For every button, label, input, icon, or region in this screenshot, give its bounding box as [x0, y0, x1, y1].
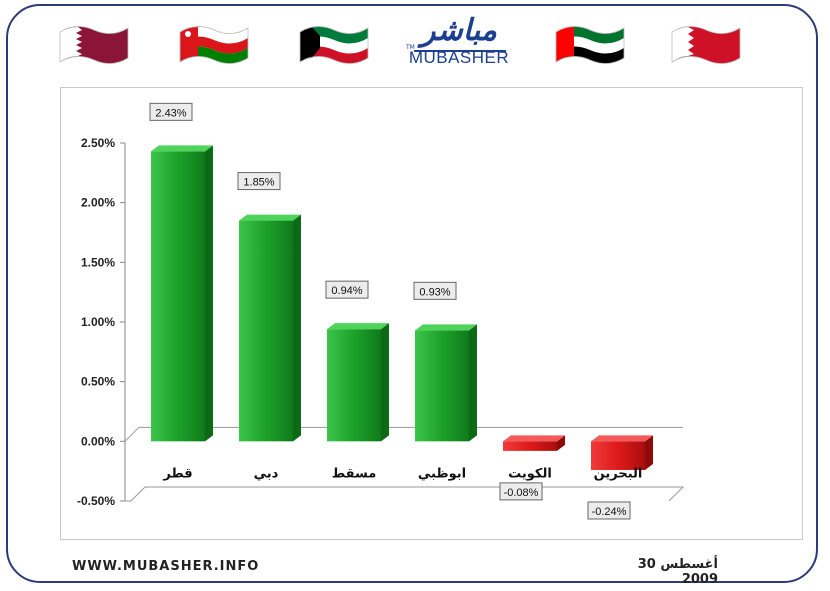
- bar-front: [327, 329, 381, 442]
- bar-side: [469, 324, 477, 442]
- report-date: 30 أغسطس 2009: [637, 557, 718, 587]
- data-label: 0.94%: [325, 280, 369, 299]
- category-label: البحرين: [594, 466, 643, 481]
- bar-top: [239, 214, 301, 221]
- bar-front: [503, 441, 557, 451]
- logo-arabic: مباشر: [421, 13, 497, 48]
- bar-chart: 2.50% 2.00% 1.50% 1.00% 0.50% 0.00% -0.50% 2.43…: [77, 102, 685, 520]
- floor-outline: [125, 486, 685, 502]
- bar-front: [591, 441, 645, 470]
- bar-front: [151, 151, 205, 442]
- bar: [415, 324, 477, 442]
- data-label-box: [325, 280, 369, 299]
- qatar-flag-icon: [59, 26, 129, 64]
- data-label-box: [149, 102, 193, 121]
- bar-top: [415, 324, 477, 331]
- website-url: WWW.MUBASHER.INFO: [72, 559, 260, 574]
- bar-side: [205, 145, 213, 442]
- data-label-text: 0.94%: [331, 285, 362, 297]
- y-tick-label: 0.50%: [81, 375, 115, 389]
- bar-front: [239, 220, 293, 442]
- bar-top: [327, 323, 389, 330]
- category-label: قطر: [162, 466, 192, 481]
- y-tick-label: 1.00%: [81, 315, 115, 329]
- data-label-text: 0.93%: [419, 286, 450, 298]
- logo-trademark: TM: [406, 44, 415, 51]
- oman-flag-icon: [179, 26, 249, 64]
- bar-top: [151, 145, 213, 152]
- uae-flag-icon: [555, 26, 625, 64]
- data-label-text: 2.43%: [155, 107, 186, 119]
- category-label: ابوظبي: [418, 466, 466, 481]
- chart-area: 2.50% 2.00% 1.50% 1.00% 0.50% 0.00% -0.50% 2.43…: [60, 87, 803, 540]
- data-label-box: [587, 501, 631, 520]
- mubasher-logo: مباشر TM MUBASHER: [404, 14, 514, 76]
- bar: [151, 145, 213, 442]
- bar-side: [557, 435, 565, 451]
- y-tick-label: 2.50%: [81, 136, 115, 150]
- data-label: -0.08%: [499, 482, 543, 501]
- data-label-box: [413, 281, 457, 300]
- bar-top: [591, 435, 653, 442]
- y-tick-label: 1.50%: [81, 255, 115, 269]
- bar-side: [293, 214, 301, 442]
- bar-front: [415, 330, 469, 442]
- category-label: مسقط: [332, 466, 377, 481]
- category-label: الكويت: [508, 466, 552, 481]
- data-label: 0.93%: [413, 281, 457, 300]
- y-tick-label: 2.00%: [81, 196, 115, 210]
- bar: [327, 323, 389, 442]
- bar-top: [503, 435, 565, 442]
- bar-side: [381, 323, 389, 442]
- logo-english: MUBASHER: [408, 48, 510, 67]
- data-label-box: [499, 482, 543, 501]
- bar-side: [645, 435, 653, 470]
- data-label-box: [237, 172, 281, 191]
- bar: [591, 435, 653, 470]
- y-tick-label: -0.50%: [77, 494, 115, 508]
- data-label-text: -0.24%: [592, 506, 627, 518]
- zero-plane-line: [124, 426, 683, 442]
- data-label: -0.24%: [587, 501, 631, 520]
- kuwait-flag-icon: [299, 26, 369, 64]
- category-label: دبي: [254, 466, 279, 481]
- data-label: 1.85%: [237, 172, 281, 191]
- bar: [239, 214, 301, 442]
- logo-underline: [414, 50, 506, 52]
- data-label-text: 1.85%: [243, 177, 274, 189]
- bar: [503, 435, 565, 451]
- data-label: 2.43%: [149, 102, 193, 121]
- y-tick-label: 0.00%: [81, 434, 115, 448]
- data-label-text: -0.08%: [504, 487, 539, 499]
- bahrain-flag-icon: [671, 26, 741, 64]
